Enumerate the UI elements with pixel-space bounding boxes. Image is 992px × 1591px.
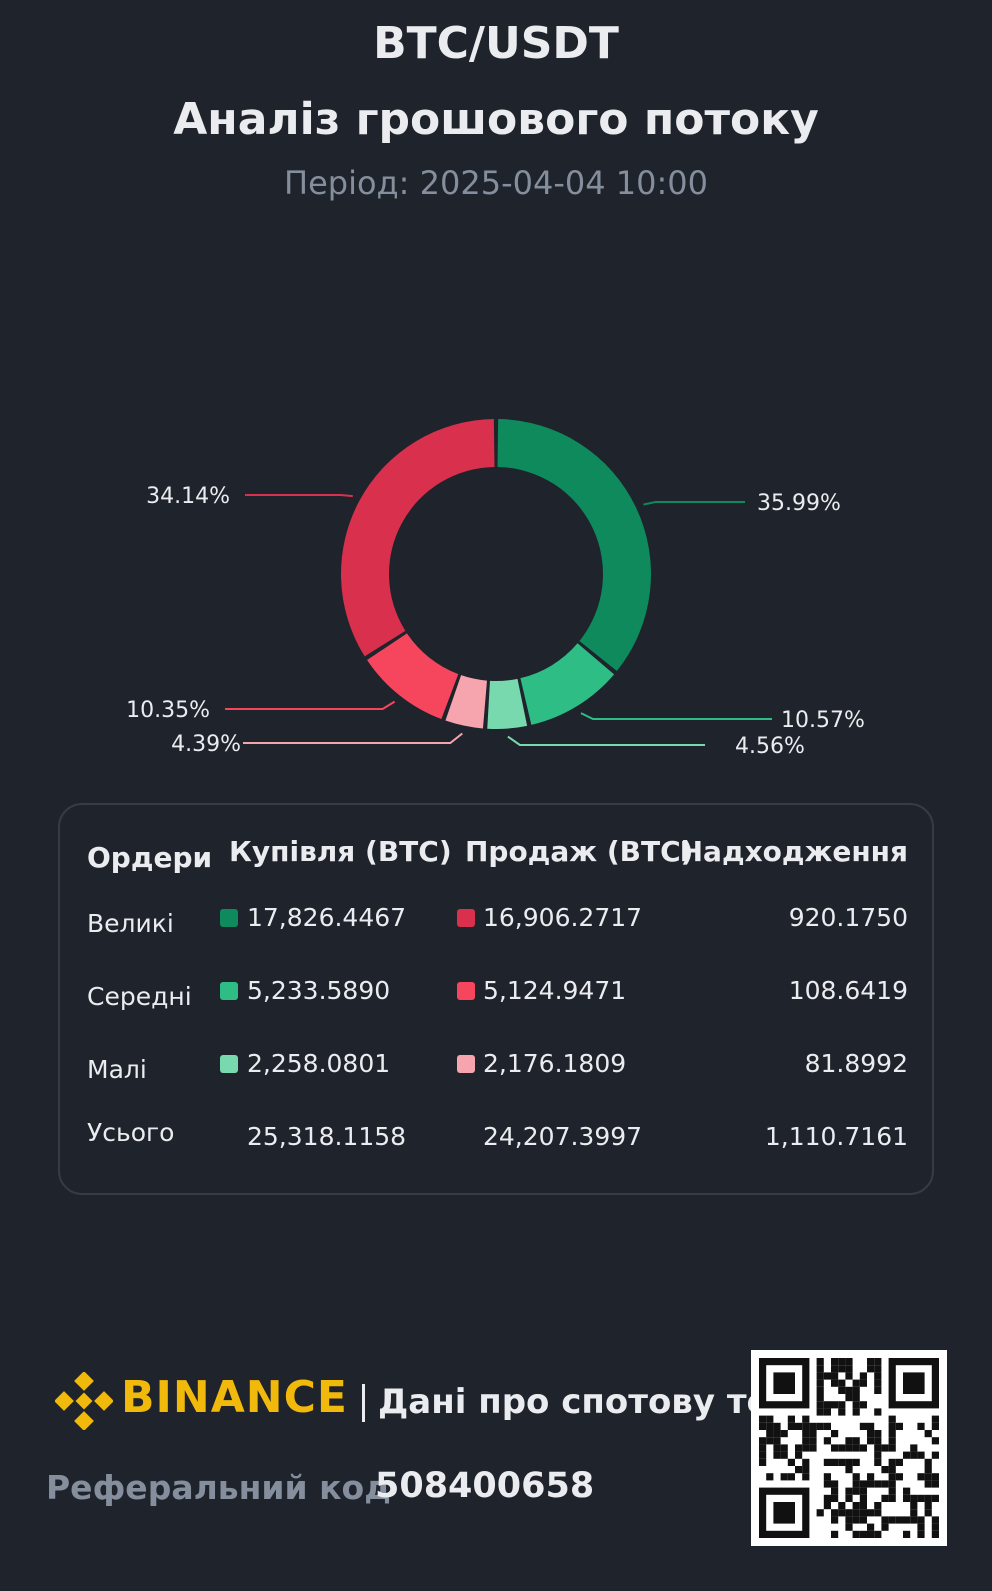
leader-line-sell-large [245,494,353,498]
sell-large-value: 16,906.2717 [483,903,643,932]
referral-label: Реферальний код [46,1468,391,1507]
sell-medium-value: 5,124.9471 [483,976,627,1005]
inflow-medium-value: 108.6419 [788,976,908,1005]
donut-slice-buy-medium [520,643,615,725]
donut-slice-sell-medium [367,633,459,720]
slice-label-buy-medium: 10.57% [781,708,865,733]
sell-large-swatch [457,909,475,927]
slice-label-buy-small: 4.56% [735,734,805,759]
sell-small-value: 2,176.1809 [483,1049,627,1078]
buy-small-swatch [220,1055,238,1073]
leader-line-sell-small [243,732,463,744]
page-title: Аналіз грошового потоку [173,94,819,145]
donut-slice-sell-small [445,675,487,729]
leader-line-buy-small [507,735,705,746]
header-sell: Продаж (BTC) [465,835,694,868]
footer-divider [362,1384,365,1422]
donut-slice-buy-small [487,678,528,729]
slice-label-buy-large: 35.99% [757,491,841,516]
slice-label-sell-large: 34.14% [146,484,230,509]
slice-label-sell-small: 4.39% [171,732,241,757]
row-label-large: Великі [87,909,174,938]
buy-total-value: 25,318.1158 [247,1122,407,1151]
buy-large-swatch [220,909,238,927]
header-inflow: Надходження [679,835,908,868]
binance-logo-icon [55,1372,113,1430]
buy-large-value: 17,826.4467 [247,903,407,932]
buy-medium-swatch [220,982,238,1000]
sell-small-swatch [457,1055,475,1073]
buy-small-value: 2,258.0801 [247,1049,391,1078]
donut-slice-buy-large [497,419,651,672]
cash-flow-donut-chart: 35.99% 10.57%4.56% 4.39% 10.35% 34.14% [126,419,865,759]
header-buy: Купівля (BTC) [229,835,452,868]
orders-table: Ордери Купівля (BTC) Продаж (BTC) Надход… [58,803,934,1195]
header-orders: Ордери [87,841,213,874]
row-label-total: Усього [87,1118,175,1147]
inflow-total-value: 1,110.7161 [764,1122,908,1151]
inflow-small-value: 81.8992 [804,1049,908,1078]
donut-slice-sell-large [340,419,495,657]
sell-medium-swatch [457,982,475,1000]
leader-line-buy-medium [580,712,772,720]
leader-line-buy-large [643,501,745,506]
pair-title: BTC/USDT [373,18,619,69]
brand-name: BINANCE [121,1372,348,1423]
slice-label-sell-medium: 10.35% [126,698,210,723]
leader-line-sell-medium [225,700,396,710]
binance-logo: BINANCE [55,1370,348,1434]
buy-medium-value: 5,233.5890 [247,976,391,1005]
row-label-medium: Середні [87,982,192,1011]
referral-code: 508400658 [375,1466,595,1506]
period-label: Період: 2025-04-04 10:00 [284,164,708,202]
inflow-large-value: 920.1750 [788,903,908,932]
qr-code-icon[interactable] [751,1350,947,1546]
row-label-small: Малі [87,1055,147,1084]
sell-total-value: 24,207.3997 [483,1122,643,1151]
